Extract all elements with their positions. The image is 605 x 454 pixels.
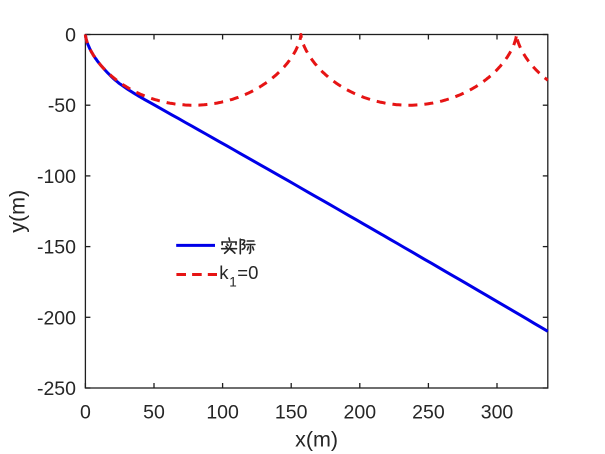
svg-text:-200: -200: [37, 307, 76, 329]
svg-text:-150: -150: [37, 237, 76, 259]
svg-text:-100: -100: [37, 166, 76, 188]
svg-text:0: 0: [65, 25, 76, 47]
svg-text:0: 0: [80, 402, 91, 424]
svg-text:250: 250: [412, 402, 445, 424]
svg-text:=0: =0: [237, 262, 258, 283]
svg-text:k: k: [219, 262, 229, 283]
svg-text:150: 150: [275, 402, 308, 424]
svg-text:100: 100: [206, 402, 239, 424]
svg-text:y(m): y(m): [6, 190, 30, 233]
svg-text:-50: -50: [48, 95, 76, 117]
svg-text:1: 1: [229, 274, 237, 289]
svg-text:x(m): x(m): [295, 428, 338, 452]
svg-text:200: 200: [344, 402, 377, 424]
svg-text:300: 300: [481, 402, 514, 424]
svg-text:50: 50: [143, 402, 165, 424]
svg-text:-250: -250: [37, 378, 76, 400]
